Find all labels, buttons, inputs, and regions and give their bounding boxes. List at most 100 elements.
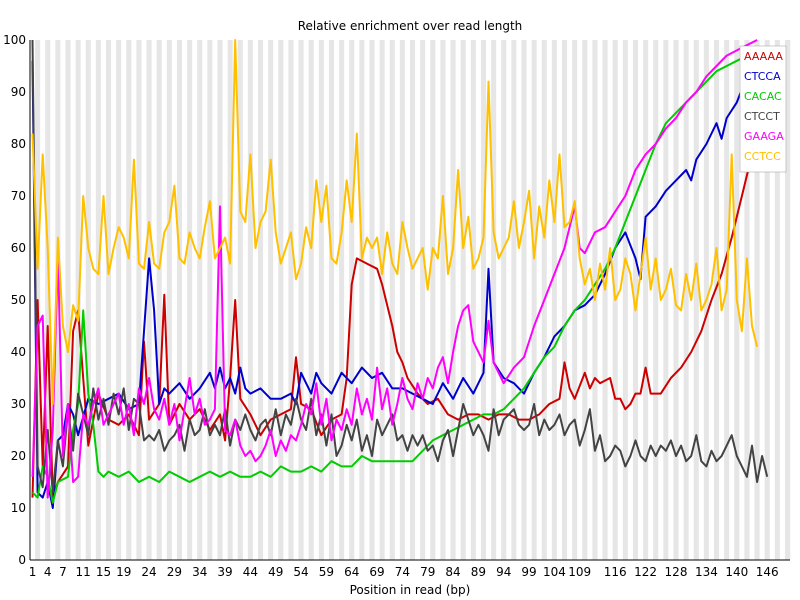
grid-band [141, 40, 147, 560]
grid-band [394, 40, 401, 560]
grid-band [222, 40, 228, 560]
grid-band [136, 40, 142, 560]
grid-band [754, 40, 760, 560]
series-line-gaaga [31, 39, 758, 499]
grid-band [607, 40, 613, 560]
grid-band [643, 40, 649, 560]
grid-band [313, 40, 320, 560]
legend-entry-cacac: CACAC [744, 90, 782, 103]
grid-band [729, 40, 735, 560]
x-tick-label: 79 [420, 565, 435, 579]
grid-band [617, 40, 624, 560]
x-tick-label: 24 [141, 565, 156, 579]
grid-band [724, 40, 730, 560]
grid-band [197, 40, 203, 560]
grid-band [496, 40, 502, 560]
grid-band [627, 40, 634, 560]
x-tick-label: 44 [243, 565, 258, 579]
y-tick-label: 100 [3, 33, 26, 47]
legend-entry-ctcca: CTCCA [744, 70, 781, 83]
x-tick-label: 7 [59, 565, 67, 579]
grid-band [567, 40, 573, 560]
x-tick-label: 15 [96, 565, 111, 579]
grid-band [121, 40, 127, 560]
grid-band [187, 40, 193, 560]
grid-band [774, 40, 781, 560]
y-tick-label: 80 [11, 137, 26, 151]
x-tick-label: 59 [319, 565, 334, 579]
grid-band [511, 40, 517, 560]
grid-band [288, 40, 294, 560]
grid-band [420, 40, 426, 560]
x-tick-label: 109 [568, 565, 591, 579]
grid-band [318, 40, 325, 560]
x-tick-label: 1 [29, 565, 37, 579]
grid-band [354, 40, 360, 560]
grid-band [430, 40, 436, 560]
grid-band [516, 40, 522, 560]
grid-band [501, 40, 507, 560]
grid-band [151, 40, 157, 560]
grid-band [744, 40, 750, 560]
grid-band [182, 40, 188, 560]
grid-band [546, 40, 553, 560]
legend-box [739, 45, 787, 173]
x-tick-label: 29 [167, 565, 182, 579]
grid-band [252, 40, 259, 560]
grid-band [60, 40, 66, 560]
series-line-cctcc [31, 39, 759, 405]
grid-band [739, 40, 745, 560]
grid-band [339, 40, 345, 560]
x-tick-label: 64 [344, 565, 359, 579]
grid-band [683, 40, 689, 560]
legend-entry-cctcc: CCTCC [744, 150, 781, 163]
grid-band [344, 40, 350, 560]
grid-band [359, 40, 365, 560]
grid-band [562, 40, 568, 560]
grid-band [364, 40, 370, 560]
grid-band [237, 40, 244, 560]
grid-band [491, 40, 497, 560]
grid-band [425, 40, 431, 560]
grid-band [465, 40, 472, 560]
grid-band [632, 40, 639, 560]
series-lines [31, 39, 769, 509]
grid-band [668, 40, 674, 560]
x-tick-label: 116 [604, 565, 627, 579]
grid-band [202, 40, 208, 560]
grid-band [116, 40, 122, 560]
x-axis-ticks: 1 4 7 11 15 19 24 29 34 39 44 49 54 59 64 69 74 79 84 89 94 9… [29, 565, 779, 579]
grid-band [303, 40, 309, 560]
y-tick-label: 0 [18, 553, 26, 567]
grid-band [764, 40, 771, 560]
grid-band [784, 40, 791, 560]
grid-band [298, 40, 304, 560]
x-tick-label: 11 [76, 565, 91, 579]
grid-band [212, 40, 218, 560]
grid-band [268, 40, 274, 560]
legend-entry-ctcct: CTCCT [744, 110, 780, 123]
grid-band [475, 40, 482, 560]
x-tick-label: 74 [395, 565, 410, 579]
grid-band [146, 40, 152, 560]
grid-band [486, 40, 492, 560]
grid-band [131, 40, 137, 560]
grid-band [622, 40, 629, 560]
grid-band [556, 40, 563, 560]
x-tick-label: 39 [217, 565, 232, 579]
grid-band [263, 40, 269, 560]
grid-band [714, 40, 720, 560]
y-tick-label: 60 [11, 241, 26, 255]
x-tick-label: 146 [756, 565, 779, 579]
grid-band [779, 40, 786, 560]
grid-band [450, 40, 456, 560]
grid-band [328, 40, 335, 560]
y-tick-label: 10 [11, 501, 26, 515]
x-tick-label: 104 [543, 565, 566, 579]
x-tick-label: 34 [192, 565, 207, 579]
grid-band [602, 40, 608, 560]
x-tick-label: 122 [634, 565, 657, 579]
x-tick-label: 4 [44, 565, 52, 579]
grid-band [698, 40, 705, 560]
grid-band [648, 40, 654, 560]
